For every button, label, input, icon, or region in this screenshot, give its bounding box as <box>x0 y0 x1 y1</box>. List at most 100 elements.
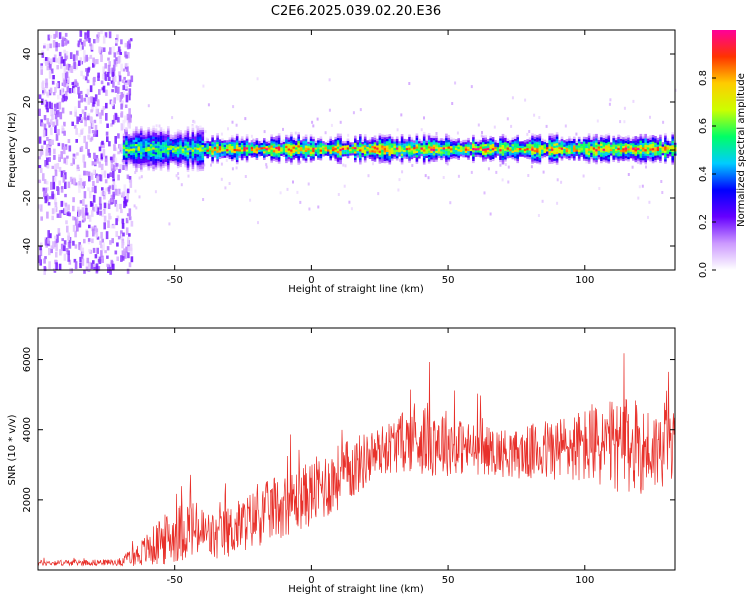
spectrogram-cell <box>186 143 190 147</box>
spectrogram-cell <box>110 225 113 229</box>
spectrogram-cell <box>654 136 657 139</box>
spectrogram-cell <box>132 139 136 142</box>
spectrogram-cell <box>516 152 519 155</box>
spectrogram-cell <box>122 140 126 143</box>
spectrogram-cell <box>120 123 124 131</box>
spectrogram-cell <box>147 166 150 169</box>
spectrogram-cell <box>609 153 613 156</box>
spectrogram-cell <box>457 149 460 152</box>
spectrogram-cell <box>644 146 647 150</box>
spectrogram-cell <box>587 157 591 160</box>
spectrogram-cell <box>526 156 529 159</box>
spectrogram-cell <box>106 72 110 77</box>
spectrogram-cell <box>107 57 110 61</box>
spectrogram-cell <box>585 156 588 159</box>
spectrogram-cell <box>47 237 50 244</box>
spectrogram-cell <box>77 206 80 212</box>
spectrogram-cell <box>383 152 387 155</box>
spectrogram-cell <box>644 153 647 156</box>
spectrogram-cell <box>167 126 170 129</box>
spectrogram-cell <box>55 252 58 258</box>
spectrogram-cell <box>390 158 394 161</box>
spectrogram-cell <box>167 134 170 138</box>
spectrogram-cell <box>179 138 182 142</box>
spectrogram-cell <box>600 158 603 161</box>
spectrogram-cell <box>101 187 104 191</box>
spectrogram-cell <box>418 138 421 142</box>
spectrogram-cell <box>506 153 510 157</box>
spectrogram-cell <box>450 154 453 157</box>
spectrogram-cell <box>191 168 195 172</box>
spectrogram-cell <box>124 251 127 259</box>
spectrogram-cell <box>79 200 83 204</box>
spectrogram-cell <box>121 238 125 243</box>
spectrogram-cell <box>499 136 502 139</box>
spectrogram-cell <box>664 135 667 138</box>
spectrogram-cell <box>445 155 448 158</box>
spectrogram-cell <box>452 140 456 144</box>
spectrogram-cell <box>415 159 419 162</box>
spectrogram-cell <box>504 154 507 158</box>
spectrogram-cell <box>656 146 660 149</box>
spectrogram-cell <box>659 149 662 153</box>
spectrogram-cell <box>125 155 128 158</box>
spectrogram-cell <box>580 141 583 144</box>
spectrogram-cell <box>111 119 115 125</box>
spectrogram-cell <box>585 160 588 164</box>
spectrogram-cell <box>140 143 143 146</box>
spectrogram-cell <box>632 149 635 152</box>
spectrogram-cell <box>196 126 200 129</box>
spectrogram-cell <box>112 181 116 186</box>
spectrogram-cell <box>582 149 586 153</box>
spectrogram-cell <box>140 141 143 144</box>
spectrogram-cell <box>413 153 416 156</box>
spectrogram-cell <box>210 163 212 167</box>
spectrogram-cell <box>415 135 419 138</box>
spectrogram-cell <box>467 137 470 141</box>
spectrogram-cell <box>415 157 419 160</box>
spectrogram-cell <box>479 148 483 151</box>
spectrogram-cell <box>533 138 537 142</box>
spectrogram-cell <box>154 154 158 157</box>
spectrogram-cell <box>648 200 651 204</box>
spectrogram-cell <box>531 150 534 153</box>
spectrogram-cell <box>107 64 111 73</box>
spectrogram-cell <box>101 140 104 145</box>
spectrogram-cell <box>203 153 207 157</box>
spectrogram-cell <box>472 143 475 146</box>
spectrogram-cell <box>159 146 163 150</box>
spectrogram-cell <box>65 55 69 60</box>
spectrogram-cell <box>482 135 485 138</box>
spectrogram-cell <box>339 133 342 136</box>
spectrogram-cell <box>52 75 55 80</box>
spectrogram-cell <box>73 125 77 129</box>
spectrogram-cell <box>312 158 315 161</box>
spectrogram-cell <box>558 142 561 145</box>
spectrogram-cell <box>49 62 52 70</box>
spectrogram-cell <box>43 115 47 121</box>
spectrogram-cell <box>507 165 510 169</box>
spectrogram-cell <box>115 218 118 226</box>
spectrogram-cell <box>127 252 130 259</box>
spectrogram-cell <box>388 155 392 158</box>
spectrogram-cell <box>125 82 128 90</box>
spectrogram-cell <box>437 140 441 143</box>
spectrogram-cell <box>486 143 490 146</box>
spectrogram-cell <box>122 142 126 145</box>
spectrogram-cell <box>501 133 505 137</box>
spectrogram-cell <box>645 165 647 169</box>
spectrogram-cell <box>100 250 103 258</box>
spectrogram-cell <box>96 207 100 215</box>
spectrogram-cell <box>218 152 222 155</box>
spectrogram-cell <box>121 223 125 229</box>
spectrogram-cell <box>381 134 384 137</box>
spectrogram-cell <box>213 146 217 149</box>
spectrogram-cell <box>41 82 44 88</box>
spectrogram-cell <box>144 158 148 161</box>
spectrogram-cell <box>555 155 559 159</box>
spectrogram-cell <box>240 142 244 146</box>
spectrogram-cell <box>169 149 173 152</box>
spectrogram-cell <box>189 136 192 139</box>
spectrogram-cell <box>447 157 451 160</box>
